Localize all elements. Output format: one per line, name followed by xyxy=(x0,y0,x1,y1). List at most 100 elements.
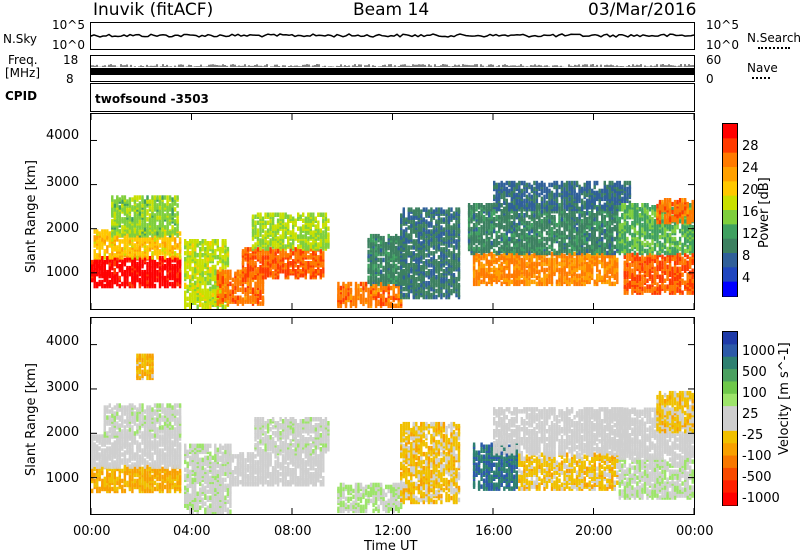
power-cell-13 xyxy=(623,252,694,295)
vel-cb-swatch-10 xyxy=(723,455,737,469)
nave-tick-bottom: 0 xyxy=(706,72,714,86)
velocity-ylabel: Slant Range [km] xyxy=(24,363,39,476)
power-cell-2 xyxy=(111,195,179,238)
nave-label: Nave xyxy=(747,61,778,75)
power-cell-10 xyxy=(472,251,619,287)
freq-ticks xyxy=(90,64,694,67)
velocity-heatmap xyxy=(90,318,695,514)
vel-cb-swatch-4 xyxy=(723,381,737,395)
xtick-0400: 04:00 xyxy=(173,524,211,539)
vel-cb-swatch-1 xyxy=(723,344,737,358)
vel-cb-tick-100: 100 xyxy=(742,386,767,401)
cpid-text: twofsound -3503 xyxy=(95,92,209,106)
power-colorbar-gradient xyxy=(723,124,737,297)
power-cb-swatch-1 xyxy=(723,138,737,154)
power-cb-swatch-6 xyxy=(723,210,737,225)
freq-band xyxy=(91,68,694,75)
nsky-tick-bottom: 10^0 xyxy=(52,38,85,52)
vel-cb-swatch-0 xyxy=(723,332,737,345)
vel-cb-swatch-9 xyxy=(723,443,737,457)
power-cb-tick-12: 12 xyxy=(742,227,759,242)
freq-tick-bottom: 8 xyxy=(66,72,74,86)
power-cb-swatch-8 xyxy=(723,238,737,254)
power-cell-8 xyxy=(367,233,408,287)
freq-label: Freq. xyxy=(8,53,38,67)
xlabel: Time UT xyxy=(364,539,418,554)
power-cell-6 xyxy=(251,212,330,251)
power-cell-1 xyxy=(93,229,182,260)
xtick-2000: 20:00 xyxy=(575,524,613,539)
vel-cb-tick-neg100: -100 xyxy=(742,449,772,464)
power-cb-swatch-0 xyxy=(723,124,737,139)
power-cell-9 xyxy=(400,207,461,300)
velocity-colorbar xyxy=(722,331,738,506)
vel-cb-swatch-13 xyxy=(723,492,737,506)
nsky-label: N.Sky xyxy=(3,32,38,46)
power-cell-12 xyxy=(493,180,632,212)
power-panel xyxy=(90,113,695,310)
xtick-1200: 12:00 xyxy=(374,524,412,539)
velocity-ticks xyxy=(90,318,695,514)
power-cb-tick-4: 4 xyxy=(742,271,751,286)
velocity-cell-3 xyxy=(184,443,232,514)
beam-title: Beam 14 xyxy=(353,0,430,20)
freq-panel xyxy=(90,55,695,82)
vel-cb-swatch-11 xyxy=(723,467,737,481)
nsearch-legend-dots xyxy=(758,47,790,49)
xtick-1600: 16:00 xyxy=(475,524,513,539)
vel-cb-swatch-8 xyxy=(723,430,737,444)
freq-tick-top: 18 xyxy=(63,53,79,67)
power-cb-tick-8: 8 xyxy=(742,249,751,264)
power-ytick-4000: 4000 xyxy=(46,128,80,143)
power-colorbar xyxy=(722,123,738,297)
nave-legend-dots xyxy=(752,77,770,79)
vel-cb-swatch-5 xyxy=(723,393,737,407)
power-ytick-1000: 1000 xyxy=(46,265,80,280)
power-cb-swatch-2 xyxy=(723,152,737,168)
velocity-cell-4 xyxy=(229,452,325,487)
power-cell-11 xyxy=(467,203,619,256)
power-cell-0 xyxy=(91,256,182,289)
velocity-cell-13 xyxy=(656,390,694,434)
velocity-cell-10 xyxy=(493,407,632,456)
power-cb-tick-16: 16 xyxy=(742,205,759,220)
power-heatmap xyxy=(90,114,695,309)
cpid-label: CPID xyxy=(5,89,38,103)
power-ylabel: Slant Range [km] xyxy=(24,160,39,273)
velocity-cell-5 xyxy=(254,417,330,456)
velocity-ytick-4000: 4000 xyxy=(46,334,80,349)
nsky-line xyxy=(90,33,695,38)
vel-cb-tick-25: 25 xyxy=(742,407,759,422)
vel-cb-swatch-12 xyxy=(723,480,737,494)
xtick-2400: 00:00 xyxy=(676,524,714,539)
velocity-ytick-1000: 1000 xyxy=(46,471,80,486)
velocity-ytick-3000: 3000 xyxy=(46,380,80,395)
power-cb-swatch-7 xyxy=(723,224,737,240)
power-ticks xyxy=(90,114,695,309)
power-cb-swatch-5 xyxy=(723,195,737,211)
power-cell-4 xyxy=(216,269,265,306)
power-cb-swatch-10 xyxy=(723,267,737,283)
nsky-trace xyxy=(90,33,695,38)
power-cb-label: Power [dB] xyxy=(757,177,772,248)
nsearch-label: N.Search xyxy=(747,31,800,45)
vel-cb-swatch-7 xyxy=(723,418,737,432)
velocity-cell-9 xyxy=(518,452,619,491)
vel-cb-tick-neg1000: -1000 xyxy=(742,491,780,506)
velocity-cell-0 xyxy=(91,464,182,494)
freq-unit-label: [MHz] xyxy=(5,66,41,80)
nsearch-tick-bottom: 10^0 xyxy=(706,38,739,52)
velocity-cb-label: Velocity [m s^-1] xyxy=(777,342,792,455)
velocity-panel xyxy=(90,317,695,515)
velocity-cell-11 xyxy=(618,457,694,500)
vel-cb-tick-1000: 1000 xyxy=(742,344,776,359)
nave-tick-top: 60 xyxy=(706,53,722,67)
cpid-panel: twofsound -3503 xyxy=(90,83,695,112)
power-cb-swatch-11 xyxy=(723,281,737,297)
velocity-cell-1 xyxy=(91,434,182,469)
velocity-colorbar-gradient xyxy=(723,332,737,506)
velocity-cell-7 xyxy=(400,421,461,505)
vel-cb-swatch-2 xyxy=(723,356,737,370)
power-cb-swatch-3 xyxy=(723,167,737,182)
xtick-0000: 00:00 xyxy=(73,524,111,539)
